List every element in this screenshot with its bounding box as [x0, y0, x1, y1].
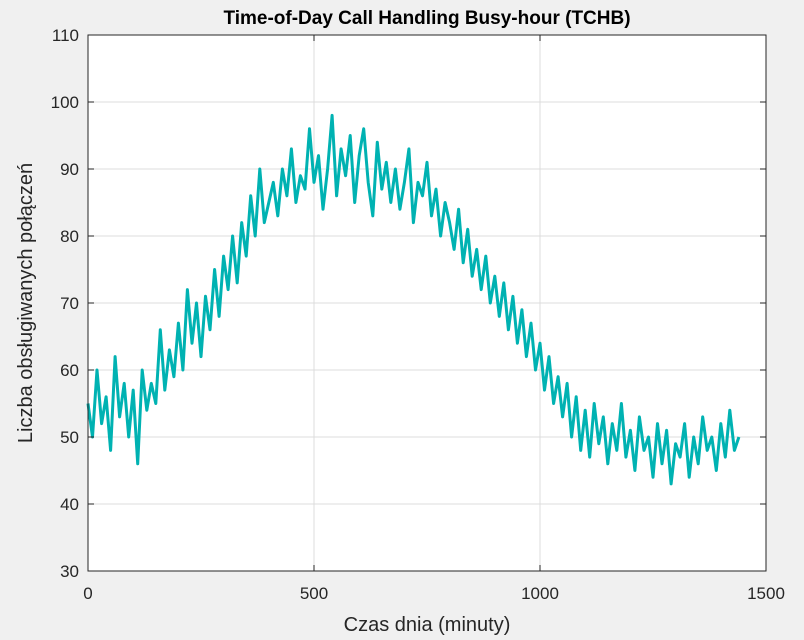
x-tick-label: 1000: [521, 584, 559, 603]
y-tick-label: 90: [60, 160, 79, 179]
y-tick-label: 110: [52, 26, 79, 45]
y-tick-label: 100: [51, 93, 79, 112]
x-axis-label: Czas dnia (minuty): [344, 614, 511, 636]
y-tick-label: 80: [60, 227, 79, 246]
series-line-0: [86, 113, 741, 486]
grid: [88, 35, 766, 571]
y-axis-label: Liczba obsługiwanych połączeń: [15, 163, 37, 443]
series-layer: [86, 113, 741, 486]
x-tick-label: 0: [83, 584, 92, 603]
y-tick-label: 50: [60, 428, 79, 447]
chart-title: Time-of-Day Call Handling Busy-hour (TCH…: [223, 8, 630, 29]
y-tick-label: 30: [60, 562, 79, 581]
y-tick-label: 70: [60, 294, 79, 313]
ticks: 0 500 1000 1500 30 40 50 60 70 80 90 100 110: [51, 26, 785, 603]
y-tick-label: 60: [60, 361, 79, 380]
x-tick-label: 500: [300, 584, 328, 603]
y-tick-label: 40: [60, 495, 79, 514]
x-tick-label: 1500: [747, 584, 785, 603]
